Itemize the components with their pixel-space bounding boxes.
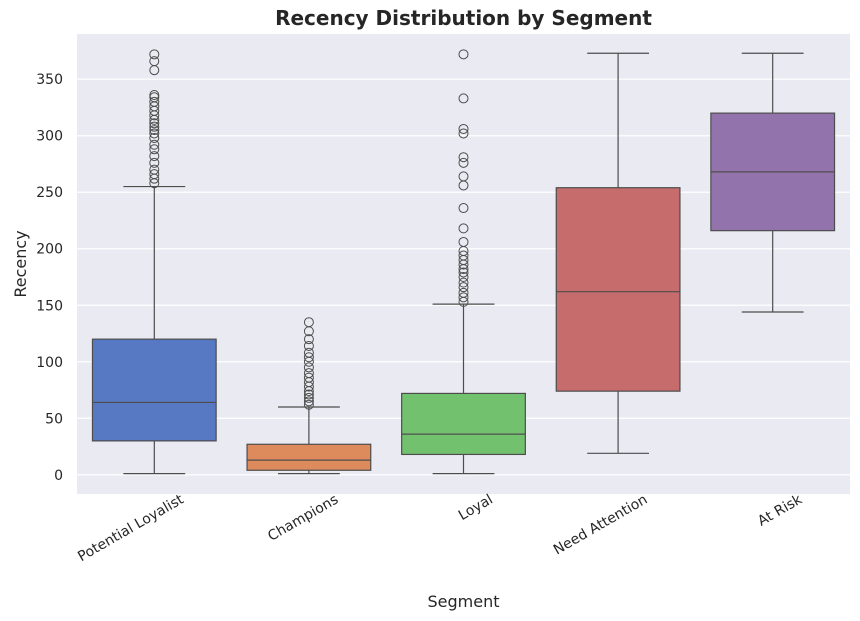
y-tick-label: 300 xyxy=(36,129,63,145)
outlier-point xyxy=(149,56,160,67)
outlier-point xyxy=(303,368,314,379)
outlier-point xyxy=(458,292,469,303)
outlier-point xyxy=(149,139,160,150)
outlier-point xyxy=(149,164,160,175)
box-series xyxy=(91,49,836,475)
x-tick-label: Potential Loyalist xyxy=(75,491,187,565)
y-tick-label: 50 xyxy=(45,411,63,427)
chart-title: Recency Distribution by Segment xyxy=(275,6,652,30)
outlier-point xyxy=(149,118,160,129)
outlier-point xyxy=(303,396,314,407)
y-tick-label: 150 xyxy=(36,298,63,314)
x-axis-label: Segment xyxy=(428,592,500,611)
outlier-point xyxy=(303,340,314,351)
box-iqr xyxy=(91,338,217,442)
box-champions xyxy=(246,317,372,475)
outlier-point xyxy=(303,317,314,328)
outlier-point xyxy=(458,271,469,282)
outlier-point xyxy=(458,277,469,288)
y-axis-ticks: 0 50 100 150 200 250 300 350 xyxy=(36,72,63,484)
outlier-point xyxy=(303,347,314,358)
y-tick-label: 350 xyxy=(36,72,63,88)
y-tick-label: 0 xyxy=(54,468,63,484)
box-loyal xyxy=(401,49,526,475)
outlier-point xyxy=(458,287,469,298)
outlier-point xyxy=(458,223,469,234)
outlier-point xyxy=(458,236,469,247)
outlier-point xyxy=(458,49,469,60)
outlier-point xyxy=(458,267,469,278)
x-tick-label: Need Attention xyxy=(551,492,651,559)
outlier-point xyxy=(303,399,314,410)
outlier-point xyxy=(149,49,160,60)
outlier-point xyxy=(149,92,160,103)
outlier-point xyxy=(149,169,160,180)
x-tick-label: Champions xyxy=(265,492,341,545)
outlier-point xyxy=(458,93,469,104)
outlier-point xyxy=(458,171,469,182)
outlier-point xyxy=(458,157,469,168)
outlier-point xyxy=(149,128,160,139)
y-tick-label: 100 xyxy=(36,355,63,371)
outlier-point xyxy=(303,389,314,400)
box-at-risk xyxy=(710,52,836,313)
outlier-point xyxy=(458,152,469,163)
outlier-point xyxy=(303,392,314,403)
y-tick-label: 200 xyxy=(36,242,63,258)
box-iqr xyxy=(246,443,372,471)
outlier-point xyxy=(458,123,469,134)
outlier-point xyxy=(149,96,160,107)
outlier-point xyxy=(149,144,160,155)
outlier-point xyxy=(458,128,469,139)
y-axis-label: Recency xyxy=(11,230,30,297)
y-tick-label: 250 xyxy=(36,185,63,201)
outlier-point xyxy=(303,372,314,383)
x-tick-label: Loyal xyxy=(456,492,496,524)
outlier-point xyxy=(149,125,160,136)
outlier-point xyxy=(149,90,160,101)
outlier-point xyxy=(458,250,469,261)
outlier-point xyxy=(458,282,469,293)
outlier-point xyxy=(458,203,469,214)
outlier-point xyxy=(149,132,160,143)
outlier-point xyxy=(149,121,160,132)
box-potential-loyalist xyxy=(91,49,217,475)
x-axis-ticks: Potential Loyalist Champions Loyal Need Att… xyxy=(75,491,806,565)
box-iqr xyxy=(555,187,681,392)
outlier-point xyxy=(303,362,314,373)
x-tick-label: At Risk xyxy=(755,491,806,529)
box-iqr xyxy=(401,392,526,456)
box-need-attention xyxy=(555,52,681,454)
outlier-point xyxy=(303,352,314,363)
outlier-point xyxy=(149,157,160,168)
outlier-point xyxy=(303,334,314,345)
outlier-point xyxy=(149,151,160,162)
